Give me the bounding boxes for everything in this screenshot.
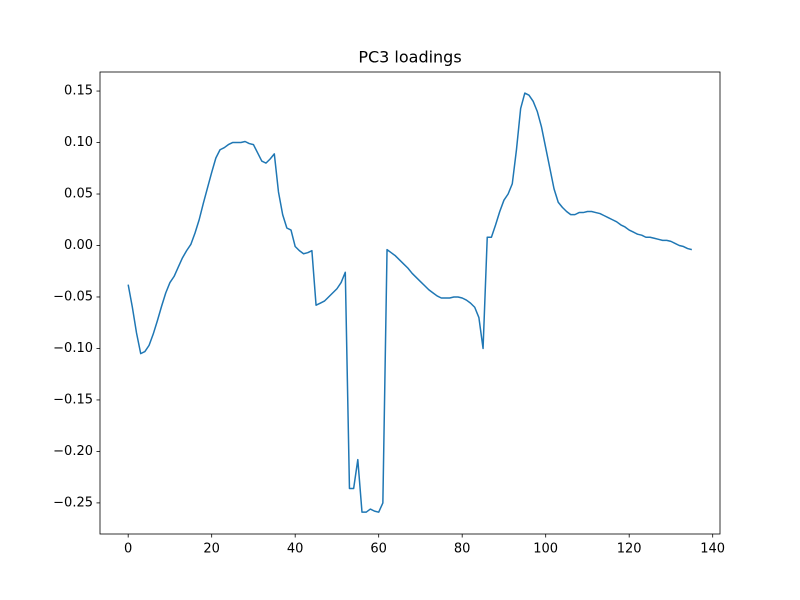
y-tick-label: 0.05: [64, 187, 93, 202]
x-tick-label: 40: [287, 542, 304, 557]
plot-frame: [99, 71, 721, 535]
y-tick-label: 0.00: [64, 238, 93, 253]
x-tick-label: 100: [533, 542, 558, 557]
y-tick-label: −0.25: [53, 495, 93, 510]
x-tick-label: 80: [454, 542, 471, 557]
y-tick-label: −0.05: [53, 289, 93, 304]
x-tick-label: 120: [617, 542, 642, 557]
y-tick-label: −0.20: [53, 444, 93, 459]
x-tick-label: 140: [700, 542, 725, 557]
y-tick-label: 0.15: [64, 84, 93, 99]
x-tick-label: 60: [370, 542, 387, 557]
x-tick-label: 0: [124, 542, 132, 557]
x-tick-label: 20: [203, 542, 220, 557]
y-tick-label: 0.10: [64, 135, 93, 150]
y-tick-label: −0.15: [53, 392, 93, 407]
y-tick-label: −0.10: [53, 341, 93, 356]
chart-title: PC3 loadings: [358, 48, 461, 67]
line: [127, 92, 692, 513]
